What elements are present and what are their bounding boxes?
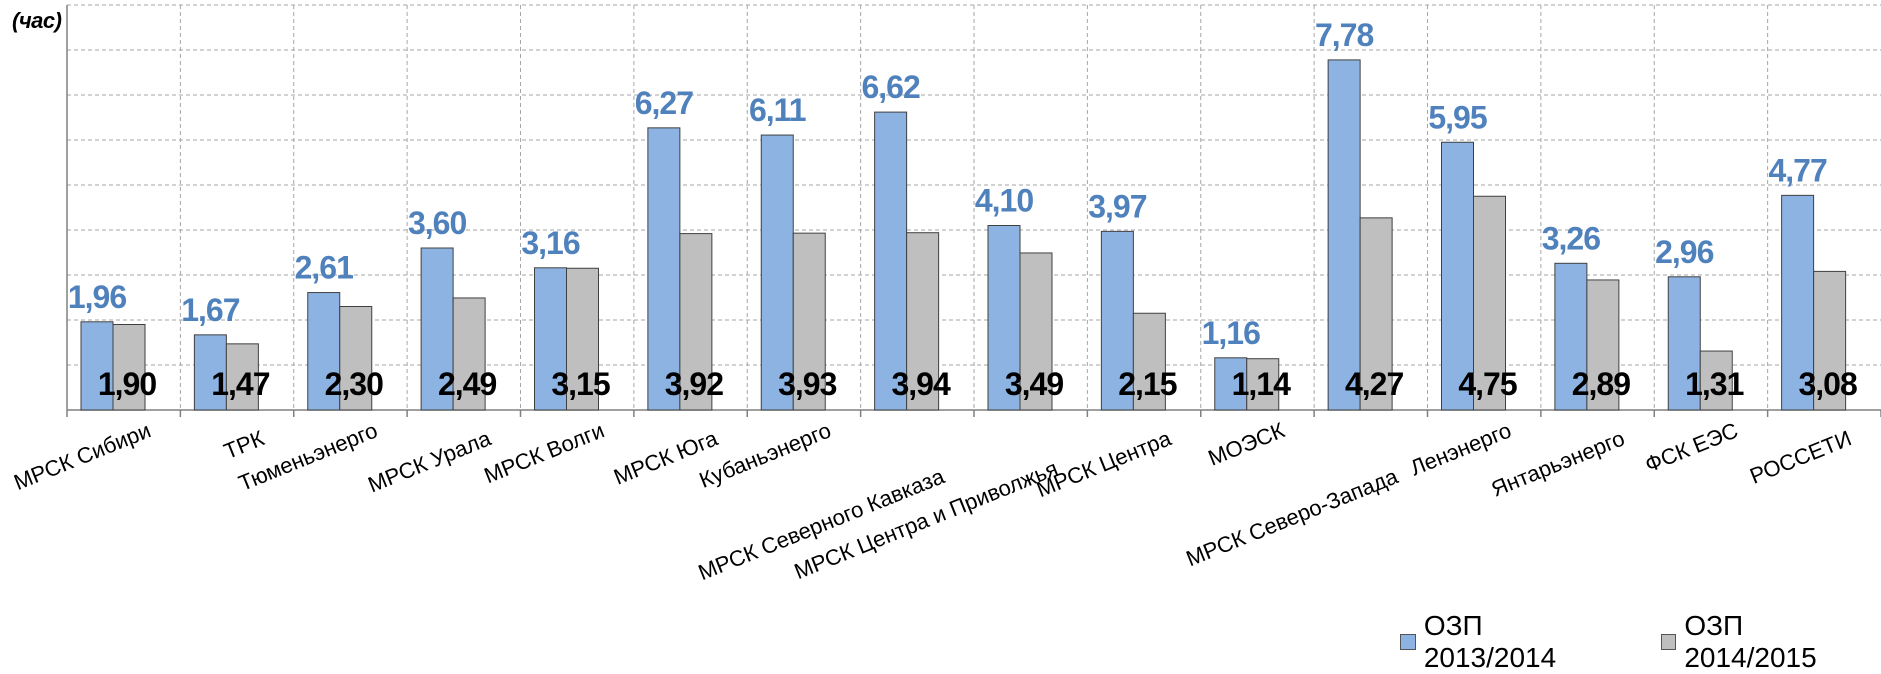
data-label-series-2: 3,15 [551,366,609,402]
data-label-series-1: 6,62 [861,69,919,105]
data-label-series-2: 2,15 [1118,366,1176,402]
data-label-series-2: 2,30 [325,366,383,402]
x-tick-label: МРСК Урала [364,425,495,497]
legend-label-series-1: ОЗП 2013/2014 [1424,610,1621,674]
data-label-series-1: 4,77 [1768,152,1826,188]
legend-swatch-series-1 [1400,634,1416,650]
data-label-series-1: 2,96 [1655,234,1713,270]
x-tick-label: МОЭСК [1204,417,1288,470]
data-label-series-2: 1,31 [1685,366,1743,402]
x-tick-label: МРСК Северо-Запада [1183,463,1403,571]
x-tick-label: ФСК ЕЭС [1641,417,1741,477]
data-label-series-2: 1,47 [211,366,269,402]
y-axis-unit-label: (час) [12,8,61,34]
data-label-series-2: 2,89 [1572,366,1630,402]
data-label-series-1: 6,11 [749,92,806,128]
data-label-series-2: 3,49 [1005,366,1063,402]
x-tick-label: МРСК Сибири [10,417,154,495]
data-label-series-1: 2,61 [295,250,353,286]
data-label-series-2: 4,75 [1458,366,1516,402]
legend-item-series-1: ОЗП 2013/2014 [1400,610,1621,674]
data-label-series-2: 1,90 [98,366,156,402]
data-label-series-1: 7,78 [1315,17,1373,53]
legend-swatch-series-2 [1661,634,1677,650]
legend: ОЗП 2013/2014 ОЗП 2014/2015 [1400,610,1881,674]
data-label-series-2: 2,49 [438,366,496,402]
data-label-series-2: 3,92 [665,366,723,402]
data-label-series-2: 1,14 [1232,366,1291,402]
data-label-series-1: 5,95 [1428,99,1486,135]
x-tick-label: ТРК [220,425,267,464]
data-label-series-1: 4,10 [975,183,1033,219]
x-tick-label: Кубаньэнерго [696,417,835,492]
data-label-series-1: 3,16 [521,225,579,261]
x-tick-label: Ленэнерго [1407,417,1515,480]
x-tick-label: РОССЕТИ [1746,425,1855,488]
data-label-series-2: 3,93 [778,366,836,402]
data-label-series-2: 3,08 [1798,366,1856,402]
data-label-series-1: 1,16 [1202,315,1260,351]
data-label-series-1: 3,26 [1542,220,1600,256]
legend-label-series-2: ОЗП 2014/2015 [1684,610,1881,674]
legend-item-series-2: ОЗП 2014/2015 [1661,610,1881,674]
bar-series-1 [1328,60,1360,410]
data-label-series-1: 1,96 [68,279,126,315]
data-label-series-1: 3,60 [408,205,466,241]
data-label-series-2: 3,94 [891,366,950,402]
data-label-series-1: 6,27 [635,85,693,121]
data-label-series-2: 4,27 [1345,366,1403,402]
data-label-series-1: 3,97 [1088,188,1146,224]
x-tick-label: МРСК Волги [480,417,607,488]
data-label-series-1: 1,67 [181,292,239,328]
